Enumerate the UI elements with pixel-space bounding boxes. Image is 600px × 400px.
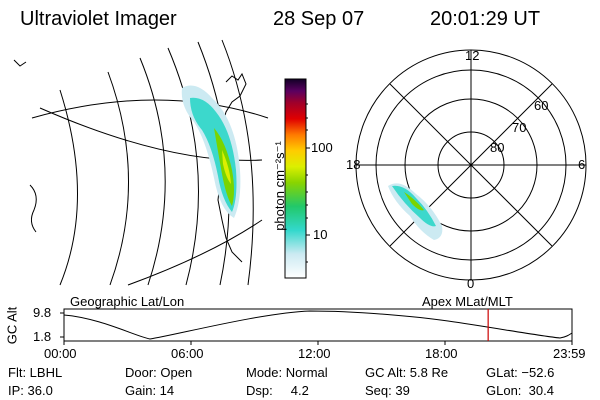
map-grid-arc [139, 57, 166, 286]
altitude-curve [63, 310, 573, 340]
map-grid-arc [221, 39, 254, 286]
mode-info: Mode: Normal [246, 365, 328, 380]
gain-info: Gain: 14 [125, 383, 175, 398]
map-grid-line [127, 219, 263, 286]
altitude-xtick: 06:00 [171, 346, 204, 361]
geographic-map-label: Geographic Lat/Lon [70, 294, 185, 309]
dsp-info: Dsp: 4.2 [246, 383, 309, 398]
colorbar-tick-10: 10 [313, 227, 328, 242]
map-grid-arc [167, 47, 199, 286]
time-label: 20:01:29 UT [430, 8, 541, 30]
ip-info: IP: 36.0 [8, 383, 53, 398]
colorbar-ticks [306, 103, 310, 263]
mlt-label-18: 18 [346, 157, 361, 172]
date-label: 28 Sep 07 [273, 8, 365, 30]
colorbar-tick-100: 100 [311, 140, 333, 155]
colorbar [284, 78, 307, 279]
mlat-label-80: 80 [490, 140, 505, 155]
altitude-xtick: 00:00 [44, 346, 77, 361]
map-grid-arc [107, 71, 129, 286]
map-grid-arc [59, 89, 78, 286]
geographic-latitude-info: GLat: −52.6 [486, 365, 555, 380]
map-grid-line [31, 99, 269, 119]
altitude-xtick: 23:59 [553, 346, 586, 361]
mlt-label-0: 0 [467, 276, 475, 291]
polar-aurora [388, 183, 443, 240]
altitude-xtick: 12:00 [298, 346, 331, 361]
gc-altitude-info: GC Alt: 5.8 Re [365, 365, 449, 380]
map-coastline [29, 184, 37, 233]
mlt-label-12: 12 [465, 48, 480, 63]
colorbar-unit-label: photon cm⁻²s⁻¹ [272, 141, 287, 231]
apex-map-label: Apex MLat/MLT [422, 294, 513, 309]
altitude-ytick-min: 1.8 [33, 329, 52, 344]
map-coastline [13, 59, 27, 67]
instrument-title: Ultraviolet Imager [20, 8, 177, 30]
polar-plot [355, 49, 587, 281]
mlt-label-6: 6 [578, 157, 586, 172]
altitude-plot [60, 308, 573, 345]
altitude-ylabel: GC Alt [4, 306, 20, 345]
sequence-info: Seq: 39 [365, 383, 410, 398]
filter-info: Flt: LBHL [8, 365, 63, 380]
altitude-ytick-max: 9.8 [33, 305, 52, 320]
geographic-longitude-info: GLon: 30.4 [486, 383, 554, 398]
mlat-label-70: 70 [512, 120, 527, 135]
mlat-label-60: 60 [534, 98, 549, 113]
map-aurora [181, 85, 241, 219]
altitude-xtick: 18:00 [425, 346, 458, 361]
door-info: Door: Open [125, 365, 193, 380]
